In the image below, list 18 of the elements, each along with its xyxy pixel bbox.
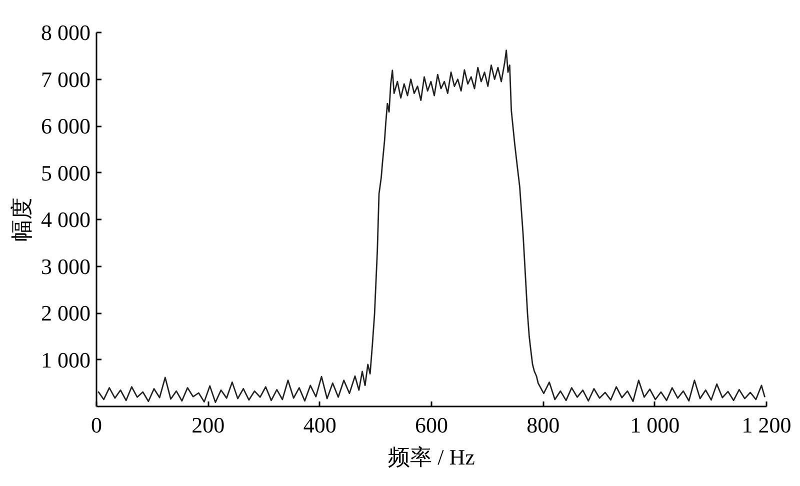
x-tick-label: 600: [415, 412, 448, 438]
y-tick-label: 2 000: [41, 300, 90, 326]
x-tick-label: 1 000: [630, 412, 680, 438]
y-tick-label: 6 000: [41, 114, 90, 138]
line-series: [97, 50, 766, 403]
y-tick-label: 4 000: [41, 207, 90, 232]
y-tick-label: 8 000: [41, 20, 90, 45]
x-tick-label: 800: [526, 412, 560, 438]
x-tick-label: 0: [91, 412, 102, 438]
x-tick-label: 200: [192, 412, 225, 438]
x-axis-title: 频率 / Hz: [388, 444, 476, 470]
y-tick-label: 7 000: [41, 66, 90, 92]
x-tick-label: 400: [303, 412, 336, 438]
y-axis-title: 幅度: [9, 198, 34, 242]
y-tick-label: 5 000: [41, 160, 90, 186]
y-tick-label: 1 000: [41, 347, 90, 372]
y-tick-label: 3 000: [41, 254, 90, 279]
x-tick-label: 1 200: [742, 412, 792, 438]
